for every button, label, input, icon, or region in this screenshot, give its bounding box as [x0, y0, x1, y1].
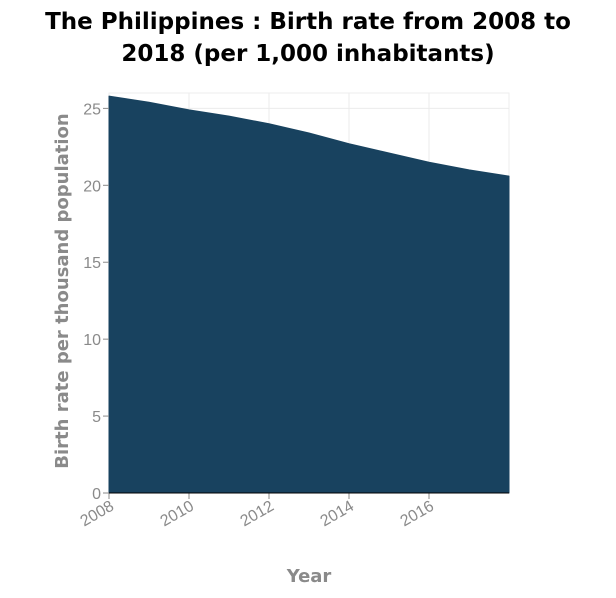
- x-tick-label: 2012: [238, 498, 277, 531]
- x-tick-label: 2016: [398, 498, 437, 531]
- y-tick-label: 0: [92, 486, 101, 503]
- chart-title-line-1: The Philippines : Birth rate from 2008 t…: [45, 9, 571, 35]
- y-tick-label: 10: [83, 332, 101, 349]
- chart-title: The Philippines : Birth rate from 2008 t…: [0, 6, 616, 70]
- x-axis-ticks: 2008 2010 2012 2014 2016: [78, 493, 437, 530]
- y-tick-label: 20: [83, 178, 101, 195]
- y-axis-title: Birth rate per thousand population: [52, 113, 73, 468]
- y-tick-label: 5: [92, 409, 101, 426]
- y-axis-ticks: 0 5 10 15 20 25: [83, 101, 109, 503]
- x-tick-label: 2010: [158, 498, 197, 531]
- x-axis-title: Year: [286, 566, 332, 587]
- y-tick-label: 25: [83, 101, 101, 118]
- area-series: [108, 95, 510, 494]
- chart-title-line-2: 2018 (per 1,000 inhabitants): [121, 41, 495, 67]
- x-tick-label: 2014: [318, 498, 357, 531]
- y-tick-label: 15: [83, 255, 101, 272]
